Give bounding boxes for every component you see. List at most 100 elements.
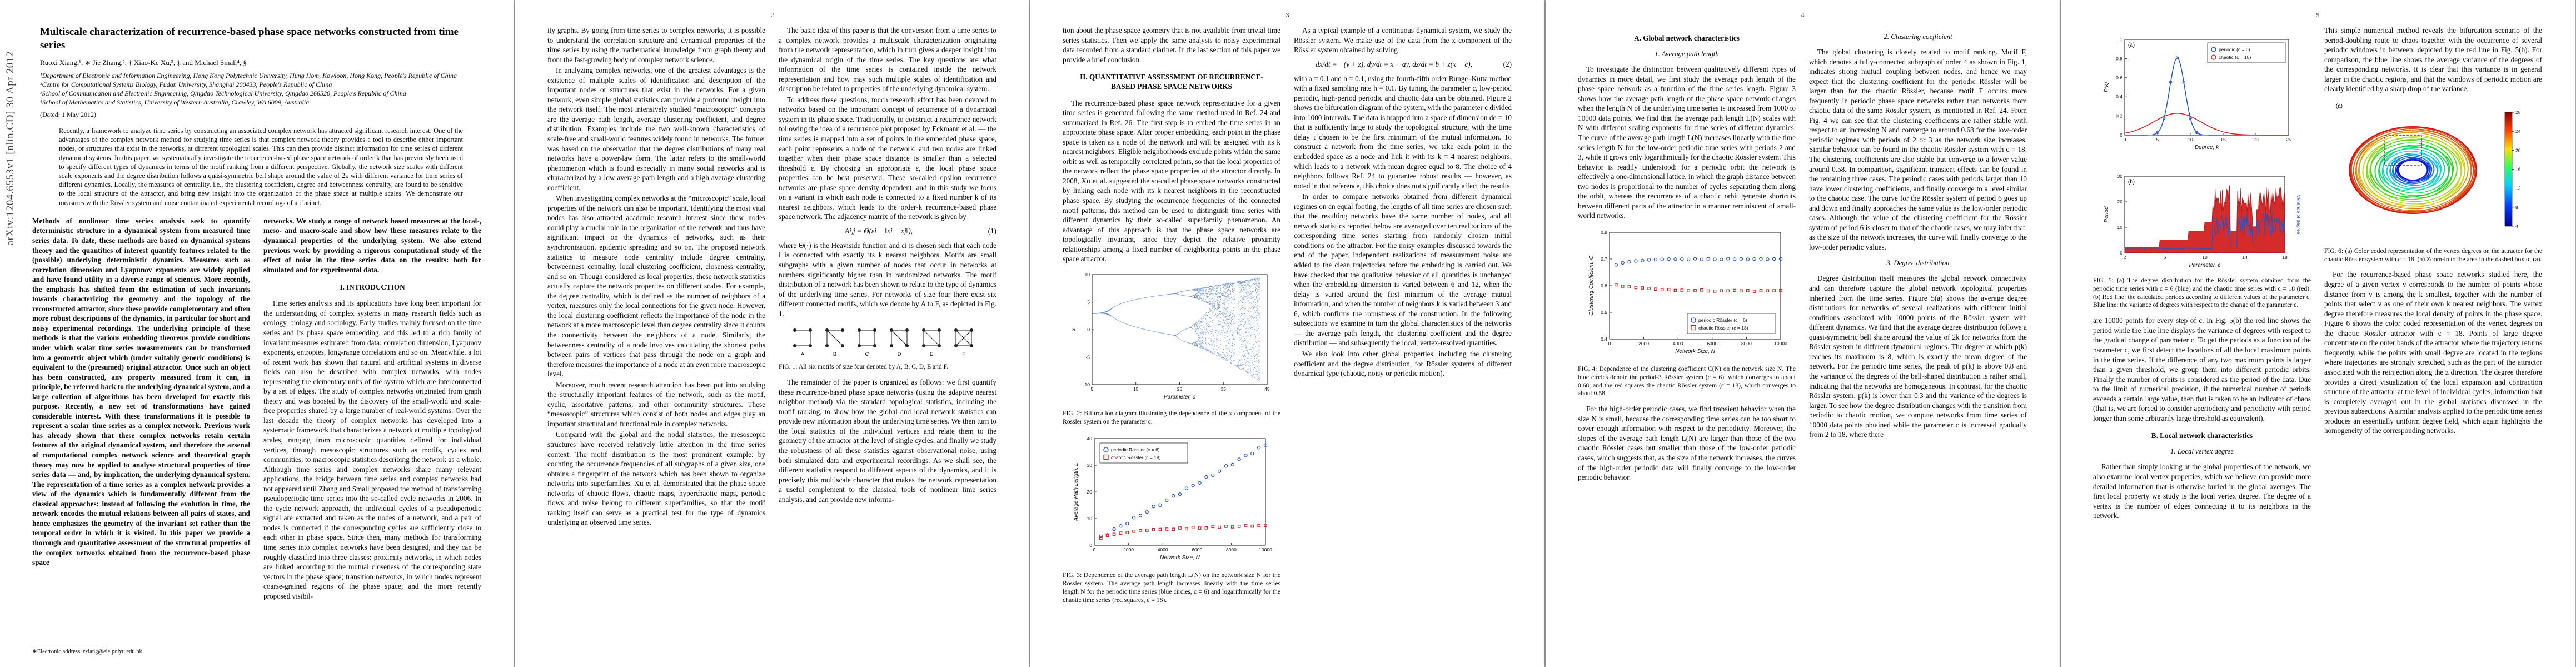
svg-text:10000: 10000 bbox=[1774, 341, 1787, 346]
svg-text:0.8: 0.8 bbox=[2116, 56, 2122, 61]
svg-text:chaotic Rössler (c = 18): chaotic Rössler (c = 18) bbox=[1698, 325, 1748, 331]
svg-text:10000: 10000 bbox=[1259, 547, 1272, 552]
svg-text:B: B bbox=[833, 351, 836, 357]
clustering-coefficient-chart: 0 2000 4000 6000 8000 10000 0.4 0.5 0.6 0.7 0.8 Net… bbox=[1588, 230, 1787, 355]
section-heading-global-characteristics: A. Global network characteristics bbox=[1634, 34, 1740, 42]
paragraph: The recurrence-based phase space network… bbox=[1063, 98, 1280, 263]
paragraph: For the high-order periodic cases, we fi… bbox=[1578, 405, 1796, 482]
paragraph: In order to compare networks obtained fr… bbox=[1294, 192, 1512, 347]
svg-text:25: 25 bbox=[2286, 137, 2291, 142]
svg-text:Variance of degree: Variance of degree bbox=[2296, 195, 2301, 234]
paragraph: Moreover, much recent research attention… bbox=[547, 380, 765, 428]
svg-text:Network Size, N: Network Size, N bbox=[1160, 555, 1200, 561]
svg-text:5: 5 bbox=[1087, 299, 1090, 305]
svg-text:(a): (a) bbox=[2127, 42, 2134, 48]
svg-text:A: A bbox=[800, 351, 804, 357]
svg-text:8: 8 bbox=[2515, 205, 2518, 210]
equation-number: (2) bbox=[1503, 59, 1512, 68]
figure-3-caption: FIG. 3: Dependence of the average path l… bbox=[1063, 571, 1280, 604]
paragraph: We also look into other global propertie… bbox=[1294, 349, 1512, 378]
paragraph: with a = 0.1 and b = 0.1, using the four… bbox=[1294, 74, 1512, 190]
page-3: 3 tion about the phase space geometry th… bbox=[1030, 0, 1544, 667]
section-heading-introduction: I. INTRODUCTION bbox=[340, 283, 405, 292]
svg-text:4000: 4000 bbox=[1157, 547, 1168, 552]
svg-text:6000: 6000 bbox=[1192, 547, 1202, 552]
paragraph: where Θ(·) is the Heaviside function and… bbox=[779, 241, 996, 318]
svg-text:0.6: 0.6 bbox=[1601, 283, 1607, 288]
page-2: 2 ity graphs. By going from time series … bbox=[515, 0, 1029, 667]
paragraph: When investigating complex networks at t… bbox=[547, 194, 765, 379]
page-4-columns: A. Global network characteristics 1. Ave… bbox=[1578, 26, 2027, 484]
svg-text:D: D bbox=[897, 351, 901, 357]
svg-text:28: 28 bbox=[2515, 109, 2521, 115]
svg-text:Average Path Length, L: Average Path Length, L bbox=[1073, 463, 1079, 522]
page-2-right-column: The basic idea of this paper is that the… bbox=[779, 26, 996, 529]
page-4-right-column: 2. Clustering coefficient The global clu… bbox=[1809, 26, 2027, 484]
svg-text:2: 2 bbox=[2123, 255, 2126, 260]
svg-text:0.4: 0.4 bbox=[1601, 336, 1607, 342]
svg-text:16: 16 bbox=[2515, 166, 2521, 172]
svg-text:chaotic Rössler (c = 18): chaotic Rössler (c = 18) bbox=[1111, 455, 1161, 460]
paragraph: are 10000 points for every step of c. In… bbox=[2093, 316, 2311, 422]
svg-text:x: x bbox=[1071, 327, 1077, 331]
subsection-heading-average-path-length: 1. Average path length bbox=[1655, 50, 1719, 58]
paragraph: To investigate the distinction between q… bbox=[1578, 65, 1796, 220]
page-3-left-column: tion about the phase space geometry that… bbox=[1063, 26, 1280, 611]
svg-text:0: 0 bbox=[2123, 137, 2126, 142]
svg-text:periodic Rössler (c = 6): periodic Rössler (c = 6) bbox=[1698, 317, 1747, 323]
svg-text:0: 0 bbox=[1089, 542, 1092, 548]
page-number-3: 3 bbox=[1285, 11, 1289, 19]
svg-text:20: 20 bbox=[2117, 199, 2122, 205]
equation-body: dx/dt = −(y + z), dy/dt = x + ay, dz/dt … bbox=[1316, 59, 1472, 68]
svg-text:0.5: 0.5 bbox=[1601, 310, 1607, 315]
abstract: Recently, a framework to analyze time se… bbox=[59, 126, 463, 207]
page-1-right-column: networks. We study a range of network ba… bbox=[263, 216, 481, 602]
svg-text:8000: 8000 bbox=[1741, 341, 1751, 346]
equation-body: Ai,j = Θ(εi − ‖xi − xj‖), bbox=[844, 226, 913, 235]
svg-text:0: 0 bbox=[1087, 327, 1090, 332]
page-4-left-column: A. Global network characteristics 1. Ave… bbox=[1578, 26, 1796, 484]
paragraph: Degree distribution itself measures the … bbox=[1809, 274, 2027, 439]
date-line: (Dated: 1 May 2012) bbox=[40, 110, 96, 118]
paragraph: The basic idea of this paper is that the… bbox=[779, 26, 996, 93]
svg-text:0.2: 0.2 bbox=[2116, 113, 2122, 119]
figure-4-clustering-coefficient: 0 2000 4000 6000 8000 10000 0.4 0.5 0.6 0.7 0.8 Net… bbox=[1578, 226, 1796, 398]
svg-text:2000: 2000 bbox=[1638, 341, 1649, 346]
subsection-heading-clustering-coefficient: 2. Clustering coefficient bbox=[1884, 33, 1952, 41]
footnote: ∗Electronic address: rxiang@eie.polyu.ed… bbox=[32, 646, 250, 655]
svg-text:5: 5 bbox=[2156, 137, 2159, 142]
paragraph: Rather than simply looking at the global… bbox=[2093, 462, 2311, 520]
svg-text:12: 12 bbox=[2515, 185, 2521, 191]
svg-text:20: 20 bbox=[1087, 489, 1092, 495]
svg-text:Period: Period bbox=[2104, 206, 2110, 222]
page-4: 4 A. Global network characteristics 1. A… bbox=[1546, 0, 2060, 667]
degree-distribution-chart: 0 5 10 15 20 2500.20.40.60.81Degree, kP(k)(a)… bbox=[2104, 37, 2301, 268]
page-3-columns: tion about the phase space geometry that… bbox=[1063, 26, 1512, 611]
intro-paragraph: Time series analysis and its application… bbox=[263, 299, 481, 600]
equation-rossler-system: dx/dt = −(y + z), dy/dt = x + ay, dz/dt … bbox=[1294, 60, 1512, 69]
page-1-columns: Methods of nonlinear time series analysi… bbox=[32, 216, 482, 602]
page-3-right-column: As a typical example of a continuous dyn… bbox=[1294, 26, 1512, 611]
svg-text:10: 10 bbox=[2202, 255, 2208, 260]
equation-number: (1) bbox=[988, 226, 996, 235]
svg-text:Degree, k: Degree, k bbox=[2194, 145, 2219, 151]
page-5-left-column: 0 5 10 15 20 25 0 0.2 0.4 0.6 0.8 1 Degree, k P(k) (a)… bbox=[2093, 26, 2311, 522]
svg-text:30: 30 bbox=[1087, 462, 1092, 468]
svg-text:periodic (c = 6): periodic (c = 6) bbox=[2219, 47, 2250, 52]
svg-text:0.7: 0.7 bbox=[1601, 256, 1607, 262]
figure-3-average-path-length: 0 2000 4000 6000 8000 10000 0 10 20 30 40 Network S… bbox=[1063, 432, 1280, 604]
svg-text:45: 45 bbox=[1264, 386, 1270, 392]
figure-1-motifs: A B C D E F FIG. 1: All six motifs of size fo… bbox=[779, 323, 996, 371]
page-number-4: 4 bbox=[1801, 11, 1805, 19]
svg-text:(a): (a) bbox=[2335, 103, 2342, 109]
svg-text:20: 20 bbox=[2515, 147, 2521, 153]
svg-text:1: 1 bbox=[2120, 37, 2122, 42]
svg-text:periodic Rössler (c = 6): periodic Rössler (c = 6) bbox=[1111, 447, 1160, 452]
paragraph: For the recurrence-based phase space net… bbox=[2324, 270, 2542, 435]
svg-text:0.6: 0.6 bbox=[2116, 75, 2122, 81]
equation-adjacency-matrix: Ai,j = Θ(εi − ‖xi − xj‖), (1) bbox=[779, 227, 996, 236]
author-list: Ruoxi Xiang,¹, ∗ Jie Zhang,², † Xiao-Ke … bbox=[40, 58, 247, 67]
page-number-5: 5 bbox=[2316, 11, 2320, 19]
motifs-chart: A B C D E F bbox=[793, 328, 973, 357]
lead-paragraph-left: Methods of nonlinear time series analysi… bbox=[32, 216, 250, 567]
